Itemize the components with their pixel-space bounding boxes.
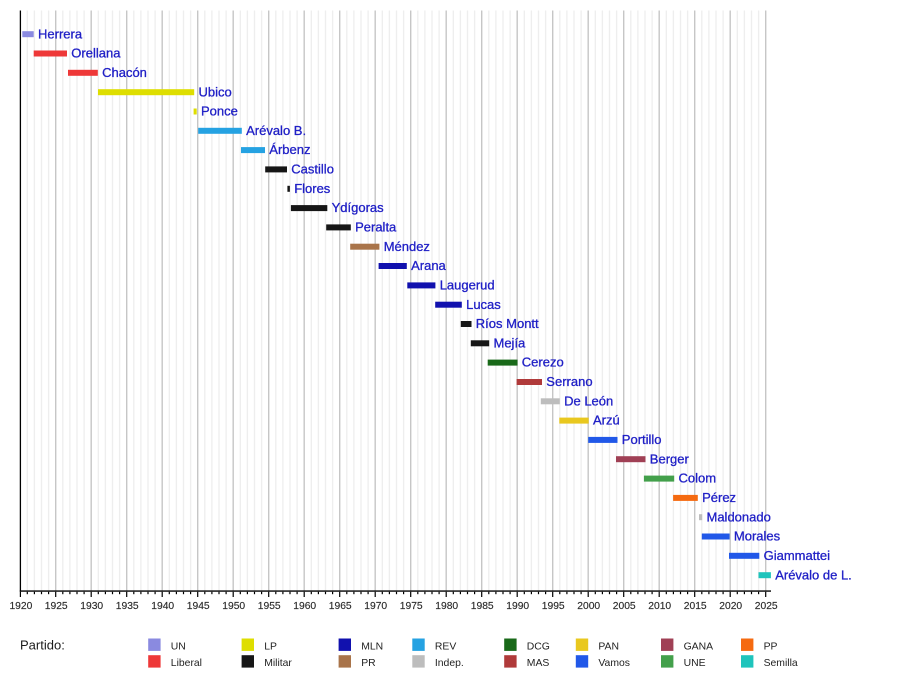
svg-text:Liberal: Liberal xyxy=(171,658,202,669)
svg-text:1930: 1930 xyxy=(80,601,103,612)
svg-text:Laugerud: Laugerud xyxy=(440,278,495,293)
svg-text:Arévalo B.: Arévalo B. xyxy=(246,123,306,138)
svg-text:1995: 1995 xyxy=(542,601,565,612)
svg-text:Maldonado: Maldonado xyxy=(707,509,771,524)
svg-text:Serrano: Serrano xyxy=(546,374,592,389)
svg-text:Militar: Militar xyxy=(264,658,292,669)
svg-text:1965: 1965 xyxy=(329,601,352,612)
svg-text:DCG: DCG xyxy=(527,642,550,653)
svg-text:Herrera: Herrera xyxy=(38,26,83,41)
svg-text:PP: PP xyxy=(764,642,778,653)
svg-text:Arana: Arana xyxy=(411,258,446,273)
svg-text:1955: 1955 xyxy=(258,601,281,612)
svg-text:UN: UN xyxy=(171,642,186,653)
svg-text:2000: 2000 xyxy=(577,601,600,612)
svg-text:Flores: Flores xyxy=(294,181,331,196)
svg-text:MLN: MLN xyxy=(361,642,383,653)
svg-text:1935: 1935 xyxy=(116,601,139,612)
svg-text:Arévalo de L.: Arévalo de L. xyxy=(775,567,852,582)
svg-text:Méndez: Méndez xyxy=(384,239,430,254)
svg-text:1960: 1960 xyxy=(293,601,316,612)
svg-text:Chacón: Chacón xyxy=(102,65,147,80)
svg-text:Peralta: Peralta xyxy=(355,220,397,235)
svg-text:2010: 2010 xyxy=(648,601,671,612)
svg-text:Vamos: Vamos xyxy=(598,658,630,669)
svg-text:Castillo: Castillo xyxy=(291,162,334,177)
svg-text:Ponce: Ponce xyxy=(201,104,238,119)
svg-text:2020: 2020 xyxy=(719,601,742,612)
svg-text:Ydígoras: Ydígoras xyxy=(332,200,385,215)
svg-text:UNE: UNE xyxy=(684,658,706,669)
svg-text:Colom: Colom xyxy=(679,471,717,486)
svg-text:1950: 1950 xyxy=(222,601,245,612)
svg-text:Semilla: Semilla xyxy=(764,658,798,669)
svg-text:1975: 1975 xyxy=(400,601,423,612)
svg-text:Ríos Montt: Ríos Montt xyxy=(476,316,539,331)
svg-text:1990: 1990 xyxy=(506,601,529,612)
svg-text:Árbenz: Árbenz xyxy=(269,142,310,157)
svg-text:Berger: Berger xyxy=(650,451,690,466)
svg-text:2005: 2005 xyxy=(613,601,636,612)
svg-text:1940: 1940 xyxy=(151,601,174,612)
svg-text:1920: 1920 xyxy=(9,601,32,612)
svg-text:Giammattei: Giammattei xyxy=(764,548,831,563)
svg-text:Lucas: Lucas xyxy=(466,297,501,312)
svg-text:PR: PR xyxy=(361,658,376,669)
svg-text:2015: 2015 xyxy=(684,601,707,612)
svg-text:De León: De León xyxy=(564,393,613,408)
svg-text:LP: LP xyxy=(264,642,277,653)
svg-text:Morales: Morales xyxy=(734,529,781,544)
svg-text:2025: 2025 xyxy=(755,601,778,612)
svg-text:Portillo: Portillo xyxy=(622,432,662,447)
svg-text:Ubico: Ubico xyxy=(199,84,232,99)
svg-text:REV: REV xyxy=(435,642,456,653)
svg-text:PAN: PAN xyxy=(598,642,619,653)
svg-text:Partido:: Partido: xyxy=(20,638,65,653)
svg-text:Indep.: Indep. xyxy=(435,658,464,669)
svg-text:1970: 1970 xyxy=(364,601,387,612)
svg-text:1980: 1980 xyxy=(435,601,458,612)
svg-text:Cerezo: Cerezo xyxy=(522,355,564,370)
svg-text:1985: 1985 xyxy=(471,601,494,612)
svg-text:Orellana: Orellana xyxy=(71,46,121,61)
svg-text:MAS: MAS xyxy=(527,658,550,669)
svg-text:Pérez: Pérez xyxy=(702,490,736,505)
svg-text:Mejía: Mejía xyxy=(494,335,527,350)
svg-text:Arzú: Arzú xyxy=(593,413,620,428)
svg-text:1945: 1945 xyxy=(187,601,210,612)
svg-text:GANA: GANA xyxy=(684,642,714,653)
svg-text:1925: 1925 xyxy=(45,601,68,612)
